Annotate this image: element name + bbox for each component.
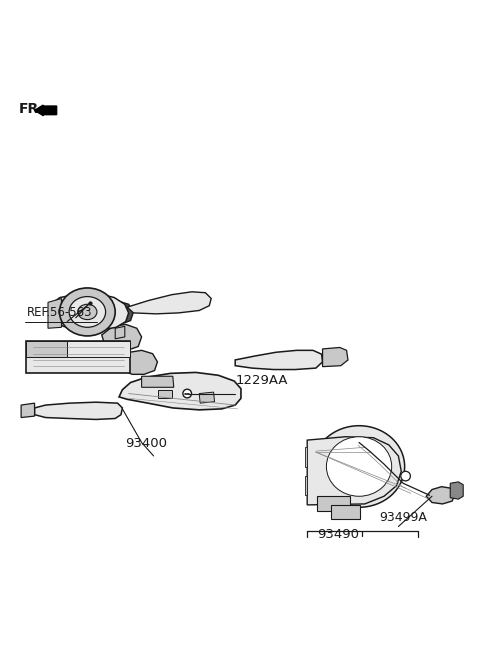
- Polygon shape: [21, 403, 35, 417]
- Polygon shape: [26, 341, 67, 357]
- Polygon shape: [235, 350, 323, 370]
- Polygon shape: [119, 372, 241, 410]
- Polygon shape: [115, 326, 125, 339]
- Text: 93490: 93490: [317, 528, 360, 541]
- Ellipse shape: [313, 426, 405, 508]
- Ellipse shape: [183, 389, 192, 398]
- Polygon shape: [323, 348, 348, 366]
- Polygon shape: [35, 402, 122, 419]
- Polygon shape: [48, 293, 129, 330]
- Polygon shape: [305, 476, 307, 495]
- Text: 93400: 93400: [125, 437, 168, 450]
- Polygon shape: [127, 292, 211, 314]
- Text: 93499A: 93499A: [379, 511, 427, 524]
- Polygon shape: [450, 482, 463, 499]
- Ellipse shape: [69, 297, 106, 327]
- Polygon shape: [99, 301, 133, 324]
- Ellipse shape: [60, 288, 115, 336]
- Polygon shape: [426, 487, 455, 504]
- Polygon shape: [67, 341, 130, 357]
- Polygon shape: [158, 390, 172, 399]
- Polygon shape: [26, 341, 130, 373]
- Polygon shape: [48, 299, 61, 328]
- Polygon shape: [142, 376, 174, 387]
- Ellipse shape: [78, 304, 97, 320]
- Ellipse shape: [401, 471, 410, 481]
- Polygon shape: [305, 447, 307, 466]
- FancyArrow shape: [35, 105, 57, 115]
- Polygon shape: [119, 350, 157, 374]
- Text: REF.56-563: REF.56-563: [26, 306, 92, 319]
- Polygon shape: [102, 324, 142, 350]
- Polygon shape: [331, 505, 360, 519]
- Text: FR.: FR.: [19, 102, 45, 116]
- Polygon shape: [307, 437, 401, 505]
- Polygon shape: [317, 496, 350, 511]
- Polygon shape: [199, 392, 215, 403]
- Ellipse shape: [326, 437, 392, 496]
- Text: 1229AA: 1229AA: [235, 374, 288, 387]
